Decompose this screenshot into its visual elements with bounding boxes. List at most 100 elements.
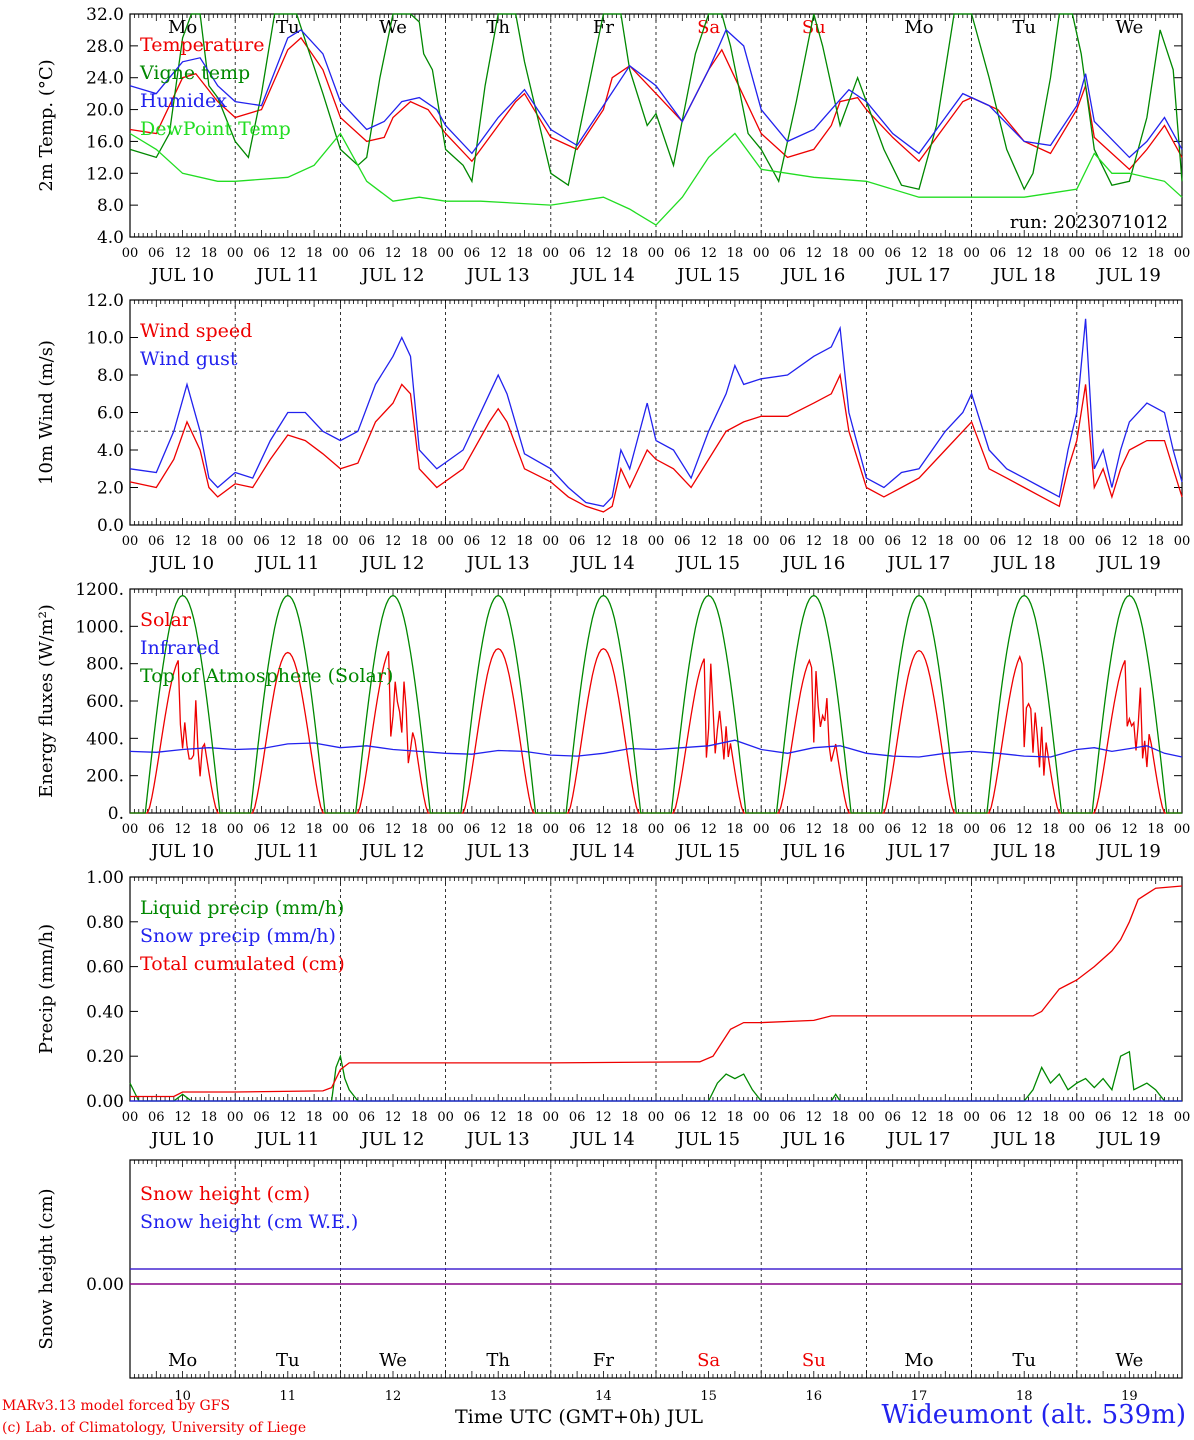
- date-label: JUL 10: [149, 1129, 214, 1150]
- hour-label: 12: [806, 246, 823, 261]
- hour-label: 00: [858, 246, 875, 261]
- date-label: JUL 16: [780, 553, 845, 574]
- hour-label: 12: [595, 822, 612, 837]
- hour-label: 00: [1174, 246, 1191, 261]
- hour-label: 12: [490, 534, 507, 549]
- weekday-label: Mo: [168, 17, 197, 38]
- day-number-label: 14: [595, 1389, 612, 1404]
- series-line-humidex: [129, 28, 1183, 159]
- hour-label: 00: [753, 1110, 770, 1125]
- y-tick-label: 1.00: [86, 868, 124, 888]
- date-label: JUL 18: [991, 1129, 1056, 1150]
- y-tick-label: 12.0: [86, 164, 124, 184]
- date-label: JUL 19: [1096, 1129, 1161, 1150]
- hour-label: 18: [621, 534, 638, 549]
- hour-label: 12: [385, 534, 402, 549]
- hour-label: 00: [753, 534, 770, 549]
- hour-label: 18: [832, 534, 849, 549]
- weekday-label: Tu: [276, 17, 300, 38]
- hour-label: 06: [148, 246, 165, 261]
- y-tick-label: 0.00: [86, 1275, 124, 1295]
- hour-label: 18: [411, 822, 428, 837]
- y-tick-label: 0.60: [86, 958, 124, 978]
- hour-label: 12: [700, 822, 717, 837]
- date-label: JUL 15: [675, 265, 740, 286]
- hour-label: 12: [280, 534, 297, 549]
- hour-label: 18: [621, 1110, 638, 1125]
- date-label: JUL 13: [465, 1129, 530, 1150]
- hour-label: 00: [963, 534, 980, 549]
- y-tick-label: 10.0: [86, 329, 124, 349]
- hour-label: 00: [543, 534, 560, 549]
- hour-label: 12: [806, 534, 823, 549]
- hour-label: 12: [1016, 1110, 1033, 1125]
- hour-label: 12: [911, 246, 928, 261]
- date-label: JUL 11: [254, 1129, 319, 1150]
- y-tick-label: 800.: [86, 655, 124, 675]
- hour-label: 12: [595, 246, 612, 261]
- day-number-label: 13: [490, 1389, 507, 1404]
- hour-label: 00: [437, 246, 454, 261]
- hour-label: 12: [385, 1110, 402, 1125]
- hour-label: 18: [1042, 246, 1059, 261]
- hour-label: 12: [911, 1110, 928, 1125]
- hour-label: 06: [884, 1110, 901, 1125]
- hour-label: 00: [648, 246, 665, 261]
- series-line-wind-speed: [129, 372, 1183, 513]
- hour-label: 18: [1042, 822, 1059, 837]
- hour-label: 18: [306, 246, 323, 261]
- y-tick-label: 0.80: [86, 913, 124, 933]
- hour-label: 00: [543, 822, 560, 837]
- date-label: JUL 12: [360, 265, 425, 286]
- y-tick-label: 32.0: [86, 5, 124, 25]
- weekday-label: Tu: [276, 1350, 300, 1371]
- y-tick-label: 0.40: [86, 1002, 124, 1022]
- hour-label: 18: [621, 246, 638, 261]
- legend-entry: Total cumulated (cm): [140, 953, 345, 975]
- hour-label: 06: [253, 534, 270, 549]
- hour-label: 00: [858, 822, 875, 837]
- hour-label: 00: [227, 1110, 244, 1125]
- series-line-total-cumulated-cm: [130, 885, 1183, 1098]
- hour-label: 06: [884, 246, 901, 261]
- hour-label: 00: [1069, 534, 1086, 549]
- legend-entry: Temperature: [140, 34, 264, 56]
- date-label: JUL 17: [886, 841, 951, 862]
- hour-label: 12: [385, 246, 402, 261]
- hour-label: 18: [727, 822, 744, 837]
- y-axis-title: 10m Wind (m/s): [36, 340, 57, 485]
- hour-label: 18: [516, 822, 533, 837]
- hour-label: 18: [1042, 1110, 1059, 1125]
- hour-label: 06: [990, 822, 1007, 837]
- legend-entry: DewPoint Temp: [140, 118, 291, 140]
- y-tick-label: 20.0: [86, 101, 124, 121]
- hour-label: 18: [1042, 534, 1059, 549]
- hour-label: 00: [1069, 246, 1086, 261]
- y-tick-label: 1200.: [75, 580, 124, 600]
- weekday-label: Sa: [697, 1350, 720, 1371]
- hour-label: 06: [569, 246, 586, 261]
- date-label: JUL 18: [991, 841, 1056, 862]
- hour-label: 12: [280, 822, 297, 837]
- credit-line-2: (c) Lab. of Climatology, University of L…: [2, 1420, 307, 1436]
- legend-entry: Snow height (cm): [140, 1183, 310, 1205]
- hour-label: 12: [490, 822, 507, 837]
- hour-label: 06: [779, 534, 796, 549]
- legend-entry: Solar: [140, 609, 192, 631]
- series-line-dewpoint-temp: [129, 132, 1183, 226]
- hour-label: 00: [122, 1110, 139, 1125]
- hour-label: 12: [174, 1110, 191, 1125]
- hour-label: 06: [358, 822, 375, 837]
- y-tick-label: 4.0: [97, 441, 124, 461]
- hour-label: 00: [122, 822, 139, 837]
- hour-label: 06: [253, 1110, 270, 1125]
- date-label: JUL 17: [886, 553, 951, 574]
- hour-label: 18: [621, 822, 638, 837]
- date-label: JUL 12: [360, 1129, 425, 1150]
- y-tick-label: 28.0: [86, 37, 124, 57]
- weekday-label: Su: [802, 17, 826, 38]
- weekday-label: Th: [486, 1350, 510, 1371]
- hour-label: 06: [148, 1110, 165, 1125]
- series-line-liquid-precip-mm-h: [129, 1050, 1182, 1102]
